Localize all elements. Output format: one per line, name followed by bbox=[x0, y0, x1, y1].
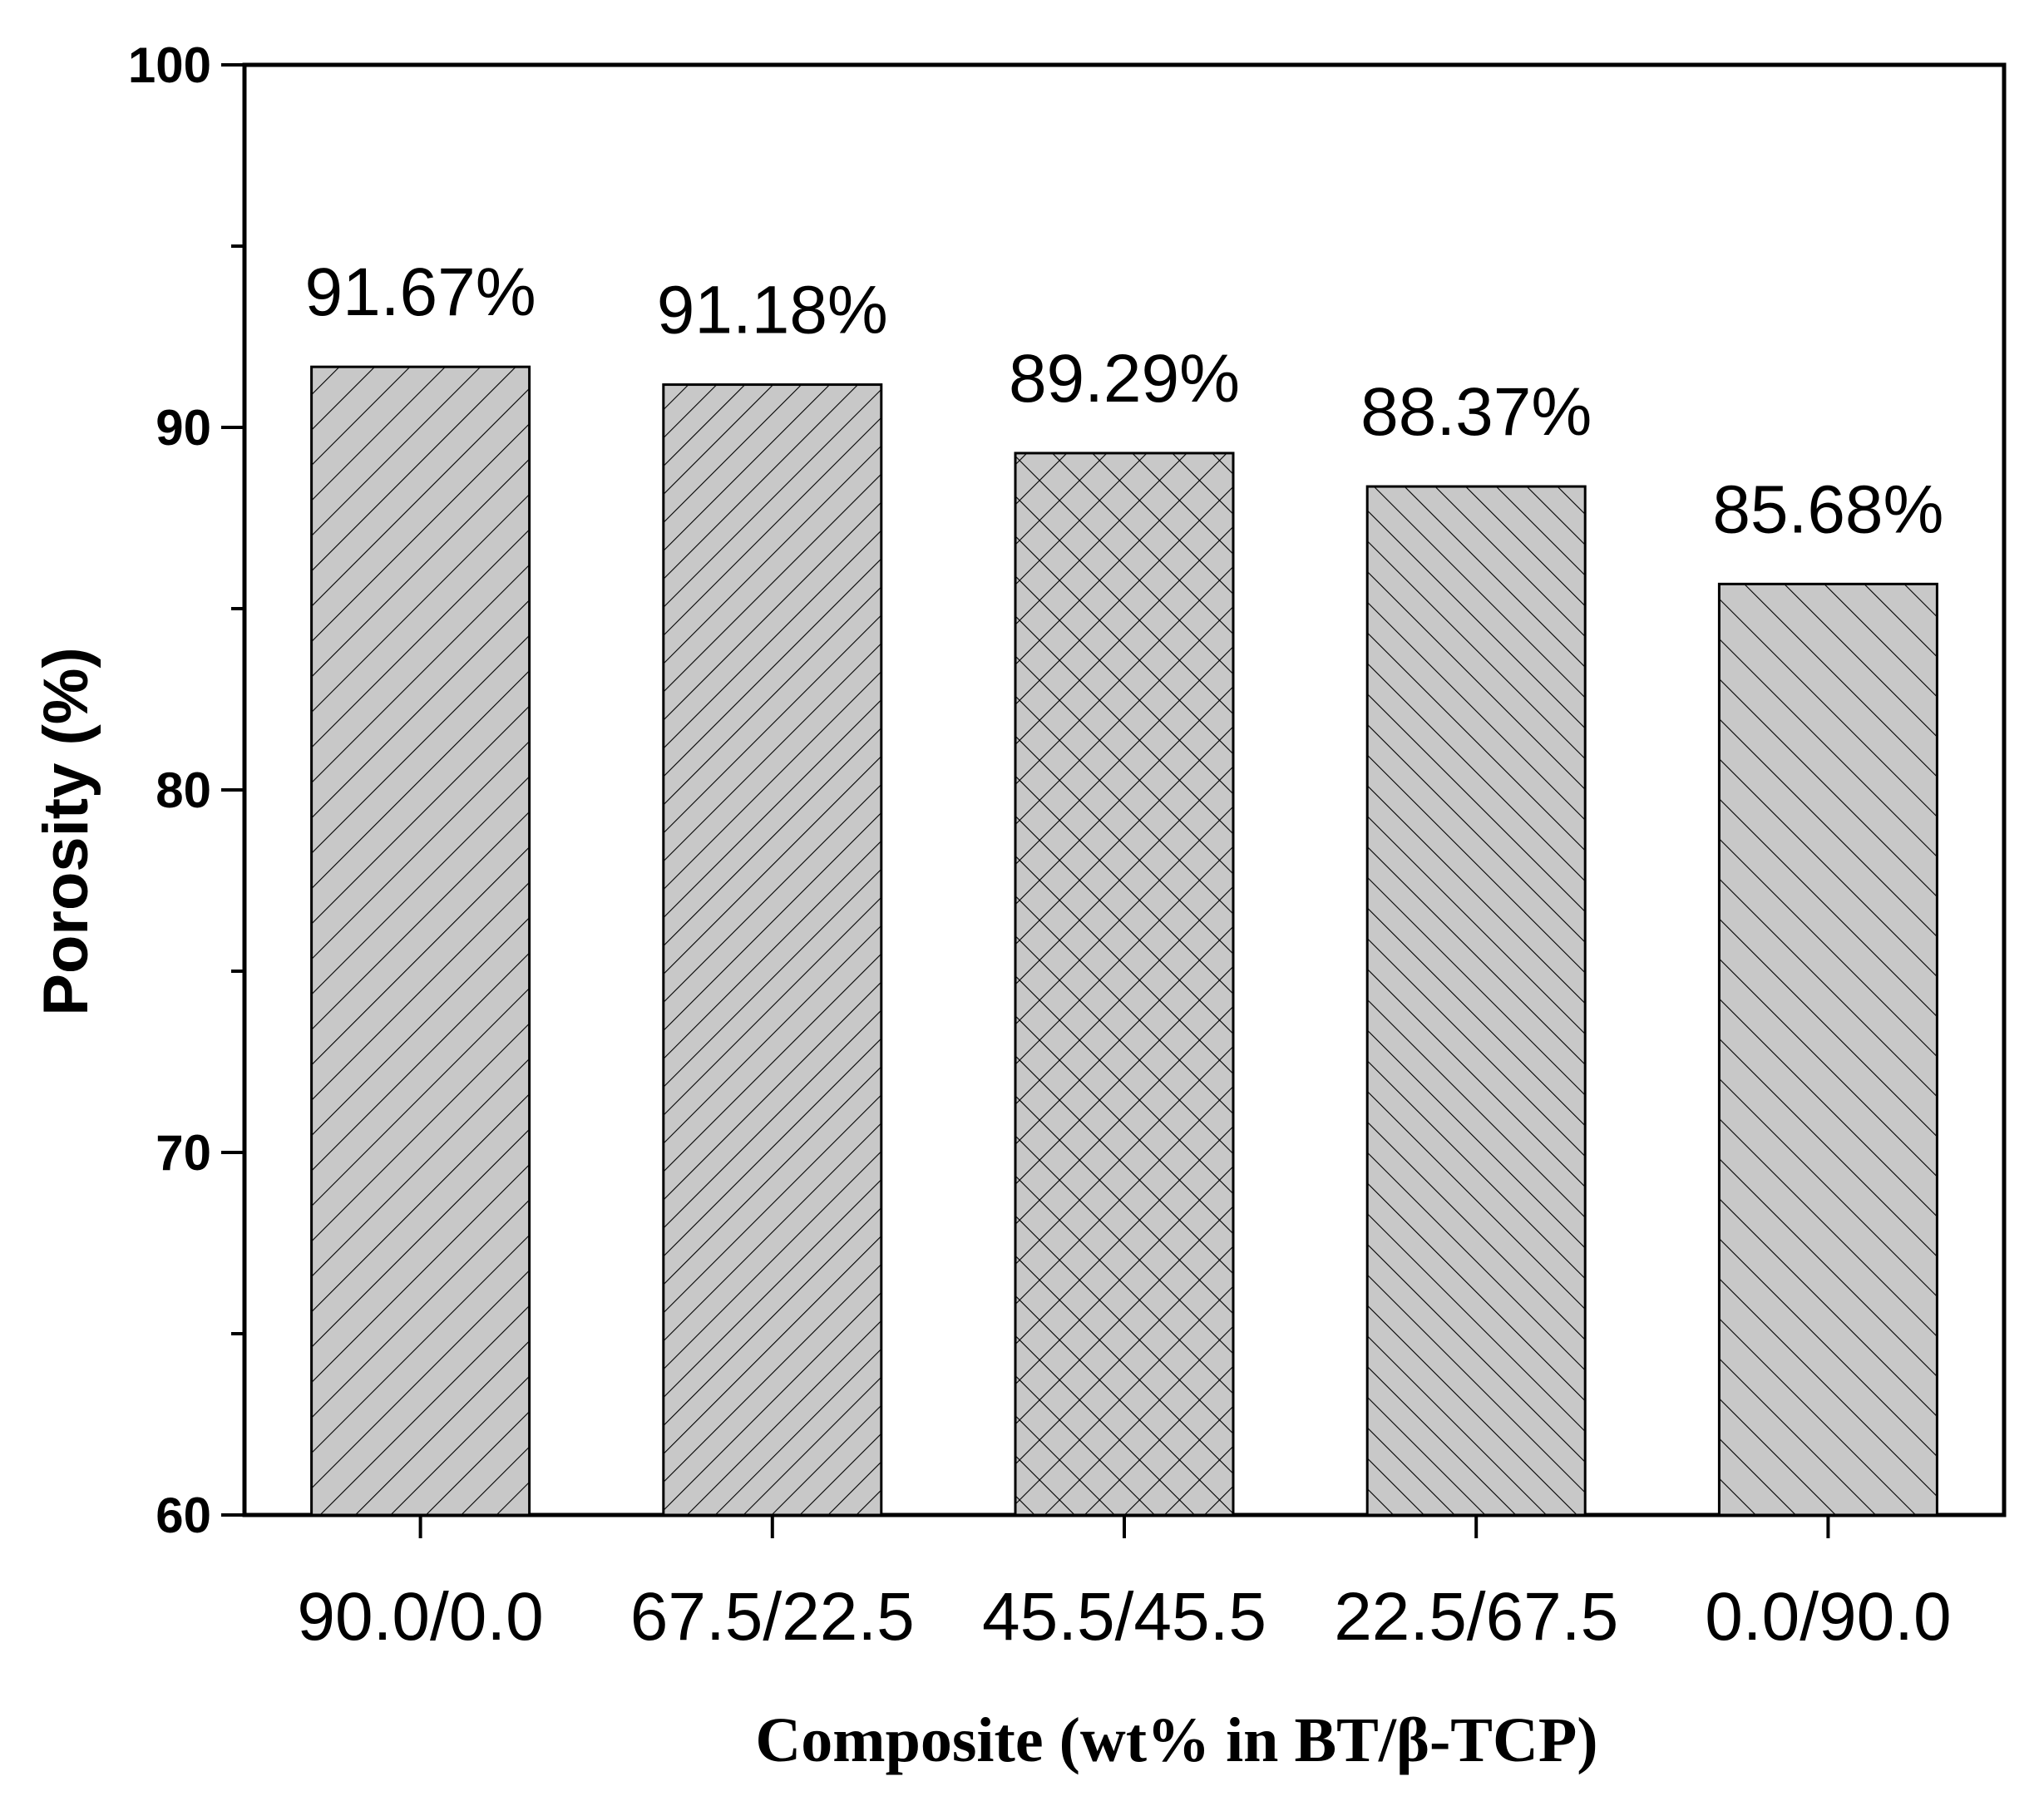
x-axis-title: Composite (wt% in BT/β-TCP) bbox=[755, 1705, 1597, 1775]
y-axis: 60 70 80 90 100 bbox=[128, 37, 244, 1543]
x-tick-label: 90.0/0.0 bbox=[297, 1579, 543, 1655]
x-tick-label: 67.5/22.5 bbox=[630, 1579, 915, 1655]
x-tick-label: 45.5/45.5 bbox=[982, 1579, 1266, 1655]
y-axis-title: Porosity (%) bbox=[31, 647, 101, 1015]
bar-90.0/0.0 bbox=[310, 365, 531, 1517]
bars bbox=[310, 365, 1938, 1517]
bar-67.5/22.5 bbox=[662, 383, 883, 1517]
data-labels: 91.67% 91.18% 89.29% 88.37% 85.68% bbox=[305, 254, 1944, 547]
y-tick-label: 60 bbox=[156, 1488, 211, 1543]
x-tick-label: 22.5/67.5 bbox=[1334, 1579, 1618, 1655]
x-tick-label: 0.0/90.0 bbox=[1705, 1579, 1951, 1655]
bar-value-label: 91.67% bbox=[305, 254, 536, 330]
bar-45.5/45.5 bbox=[1014, 452, 1235, 1517]
bar-value-label: 91.18% bbox=[657, 273, 888, 348]
bar-0.0/90.0 bbox=[1717, 582, 1938, 1517]
bar-value-label: 85.68% bbox=[1712, 471, 1943, 547]
x-axis: 90.0/0.0 67.5/22.5 45.5/45.5 22.5/67.5 0.0/9… bbox=[297, 1515, 1952, 1655]
y-tick-label: 90 bbox=[156, 400, 211, 456]
bar-value-label: 89.29% bbox=[1009, 341, 1240, 417]
bar-value-label: 88.37% bbox=[1360, 374, 1592, 450]
y-tick-label: 70 bbox=[156, 1125, 211, 1181]
y-tick-label: 100 bbox=[128, 37, 211, 93]
bar-22.5/67.5 bbox=[1365, 485, 1587, 1517]
y-tick-label: 80 bbox=[156, 762, 211, 818]
